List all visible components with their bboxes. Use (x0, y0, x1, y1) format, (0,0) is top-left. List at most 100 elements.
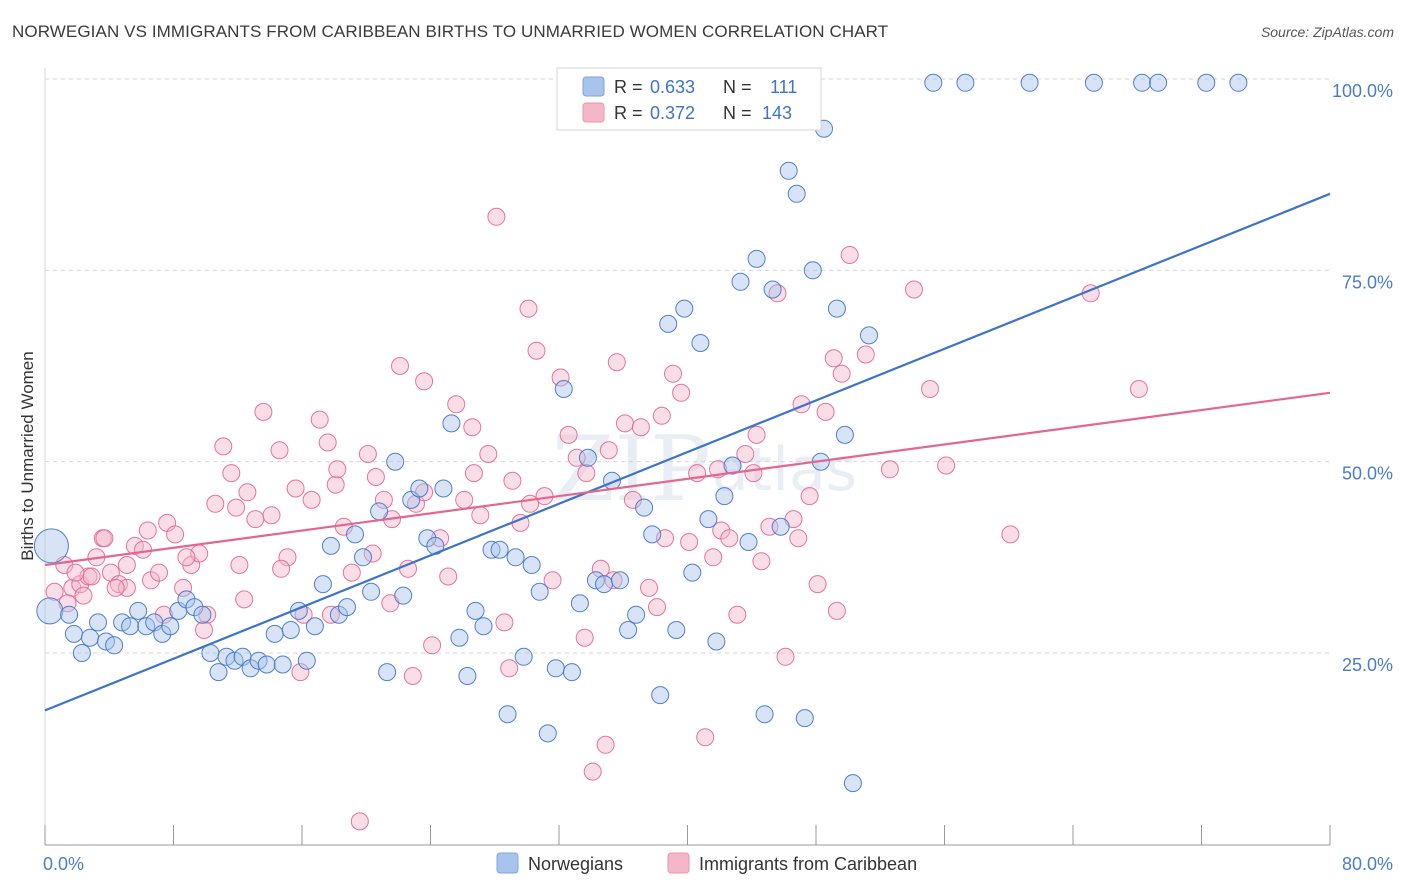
data-point (363, 544, 382, 563)
data-point (230, 556, 249, 574)
data-point (281, 621, 300, 639)
data-point (937, 456, 956, 475)
data-point (827, 601, 846, 620)
data-point (193, 605, 212, 624)
data-point (66, 563, 85, 582)
data-point (257, 655, 276, 674)
data-point (615, 414, 634, 433)
data-point (466, 601, 485, 620)
data-point (696, 728, 715, 747)
y-tick-label: 75.0% (1342, 272, 1393, 292)
data-point (744, 464, 763, 483)
data-point (338, 598, 356, 617)
data-point (835, 425, 854, 444)
data-point (577, 464, 596, 483)
data-point (667, 621, 686, 639)
x-tick-label: 0.0% (43, 854, 84, 874)
data-point (177, 548, 196, 567)
data-point (209, 663, 228, 682)
data-point (370, 502, 389, 521)
data-point (699, 510, 718, 529)
data-point (538, 724, 557, 743)
data-point (1129, 380, 1148, 398)
data-point (503, 471, 522, 490)
data-point (1020, 73, 1039, 92)
data-point (723, 456, 742, 475)
data-point (763, 280, 782, 299)
data-point (121, 617, 140, 636)
data-point (262, 506, 281, 525)
data-point (415, 372, 434, 391)
trend-lines (44, 192, 1331, 712)
data-point (346, 525, 364, 544)
data-point (321, 536, 340, 555)
data-point (487, 207, 506, 226)
data-point (45, 582, 64, 601)
data-point (350, 812, 369, 831)
data-point (803, 261, 822, 280)
data-point (631, 418, 650, 437)
data-point (447, 395, 466, 414)
data-point (591, 559, 610, 578)
data-point (60, 605, 79, 624)
data-point (464, 464, 483, 483)
legend-bottom-swatch-norwegians (496, 852, 519, 874)
data-point (270, 441, 289, 460)
data-point (527, 341, 546, 360)
data-point (843, 774, 862, 793)
data-point (161, 617, 180, 636)
y-tick-label: 100.0% (1332, 81, 1393, 101)
chart-source: Source: ZipAtlas.com (1260, 24, 1394, 40)
data-point (728, 605, 747, 624)
data-point (832, 364, 851, 383)
data-point (286, 479, 305, 498)
data-point (575, 628, 594, 647)
norwegian-points (33, 73, 1248, 793)
data-point (310, 410, 329, 429)
legend-n-label-2: N = (723, 103, 752, 123)
data-point (222, 464, 241, 483)
data-point (455, 490, 474, 509)
data-point (627, 605, 646, 624)
data-point (458, 667, 477, 685)
data-point (827, 299, 846, 318)
legend-series: Norwegians Immigrants from Caribbean (496, 852, 917, 874)
data-point (36, 597, 64, 625)
data-point (235, 590, 254, 609)
data-point (1084, 73, 1103, 92)
data-point (619, 621, 638, 639)
data-point (675, 299, 694, 318)
data-point (840, 246, 859, 264)
data-point (596, 735, 615, 754)
legend-r-value-1: 0.633 (650, 77, 695, 97)
data-point (521, 494, 540, 513)
data-point (924, 73, 943, 92)
data-point (776, 647, 795, 666)
data-point (273, 655, 292, 674)
data-point (648, 598, 666, 617)
legend-n-value-2: 143 (762, 103, 792, 123)
data-point (800, 487, 819, 506)
data-point (72, 644, 91, 662)
data-point (680, 533, 699, 551)
data-point (583, 762, 602, 781)
data-point (787, 184, 806, 203)
data-point (254, 402, 273, 421)
data-point (423, 636, 442, 655)
data-point (474, 617, 493, 636)
data-point (604, 571, 623, 590)
data-point (214, 437, 233, 456)
data-point (58, 594, 77, 613)
legend-r-label-2: R = (614, 103, 643, 123)
data-point (64, 624, 83, 643)
data-point (410, 479, 429, 498)
data-point (394, 586, 413, 605)
data-point (206, 494, 225, 513)
data-point (246, 510, 265, 529)
trend-line-caribbean (44, 391, 1331, 567)
legend-swatch-caribbean (582, 102, 605, 123)
data-point (715, 487, 734, 506)
legend-r-label-1: R = (614, 77, 643, 97)
data-point (500, 659, 519, 678)
data-point (731, 272, 750, 291)
